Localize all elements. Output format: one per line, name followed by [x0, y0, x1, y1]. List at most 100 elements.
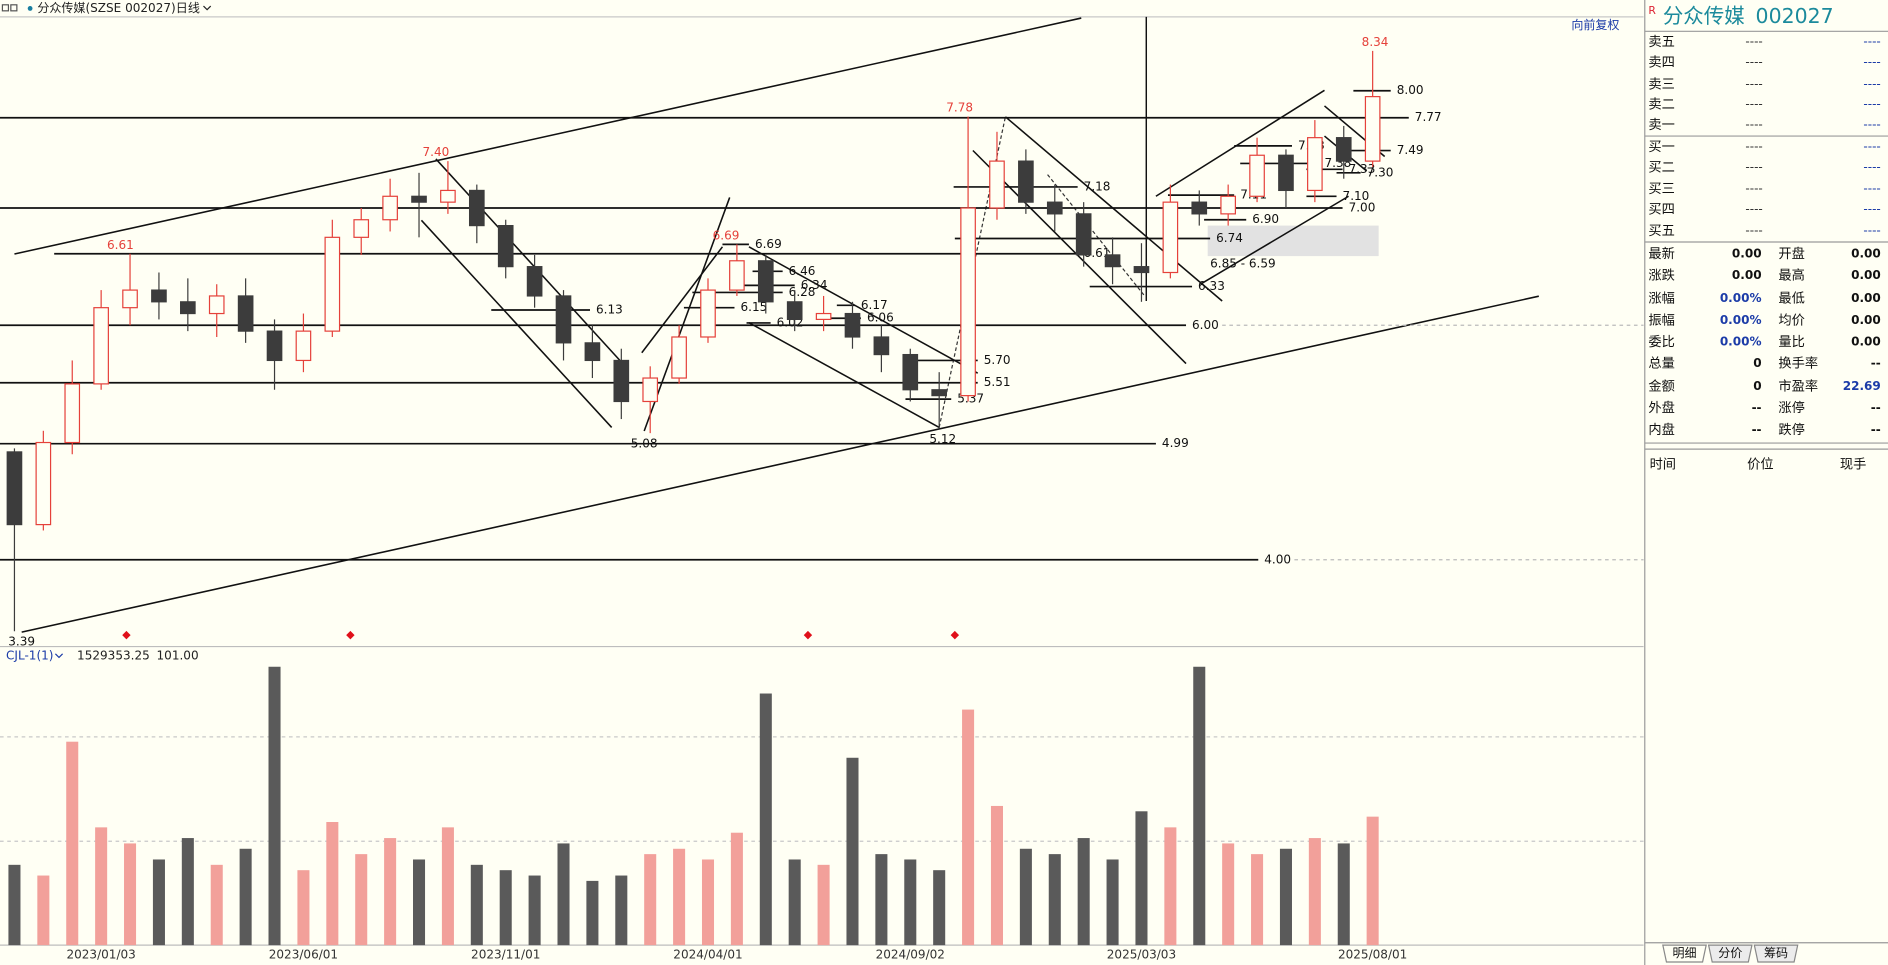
volume-bar: [239, 848, 252, 946]
stat-label: 涨停: [1778, 399, 1804, 416]
candle-body: [584, 342, 601, 362]
icon[interactable]: [10, 4, 18, 12]
tab[interactable]: [1662, 944, 1707, 963]
trend-line: [14, 17, 1082, 255]
trades-header: 时间: [1650, 457, 1676, 473]
stat-value: --: [1752, 422, 1762, 436]
volume-bar: [326, 822, 339, 946]
order-price: ----: [1745, 35, 1762, 49]
adjust-mode[interactable]: 向前复权: [1571, 17, 1619, 32]
candle-body: [1220, 195, 1236, 215]
x-tick-label: 2025/08/01: [1338, 947, 1407, 961]
volume-bar: [66, 741, 79, 946]
candle-body: [151, 289, 167, 303]
symbol: 分众传媒(SZSE 002027): [37, 0, 175, 15]
candle-body: [208, 295, 225, 315]
level-label: 7.77: [1415, 110, 1442, 124]
volume-bar: [1251, 854, 1264, 946]
level-label: 5.51: [984, 375, 1011, 389]
stat-label: 最低: [1778, 291, 1804, 307]
signal-marker: [346, 630, 355, 640]
candle-body: [1104, 254, 1121, 268]
candle-body: [237, 295, 254, 332]
volume-bar: [441, 827, 454, 946]
candle-body: [497, 224, 514, 268]
stat-value: 0.00%: [1720, 334, 1762, 348]
stat-value: 0: [1753, 356, 1761, 370]
volume-bar: [413, 859, 426, 946]
level-label: 6.90: [1252, 212, 1279, 226]
candle-body: [526, 266, 543, 297]
volume-bar: [817, 864, 830, 946]
candle-body: [844, 312, 861, 338]
stat-value: 0.00%: [1720, 313, 1762, 327]
order-label: 买五: [1648, 223, 1674, 239]
x-tick-label: 2023/01/03: [66, 947, 135, 961]
order-label: 卖四: [1648, 55, 1674, 71]
tab-label[interactable]: 筹码: [1764, 946, 1788, 960]
trend-line: [21, 295, 1539, 633]
volume-bar: [297, 870, 310, 946]
tab[interactable]: [1753, 944, 1799, 963]
volume-bar: [730, 832, 743, 946]
stat-value: 0.00: [1732, 247, 1762, 261]
level-label: 4.99: [1162, 436, 1189, 450]
candle-body: [1249, 154, 1265, 197]
volume-bar: [904, 859, 917, 946]
candle-body: [1046, 201, 1063, 215]
candle-body: [1075, 213, 1092, 256]
level-label: 6.34: [801, 278, 828, 292]
extreme-label: 3.39: [8, 635, 35, 649]
level-label: 6.06: [867, 311, 894, 325]
stat-label: 跌停: [1778, 421, 1804, 438]
volume-bar: [152, 859, 165, 946]
volume-bar: [875, 854, 888, 946]
candle-body: [671, 336, 687, 379]
volume-bar: [788, 859, 801, 946]
order-label: 卖一: [1648, 117, 1674, 133]
tab-label[interactable]: 分价: [1718, 946, 1742, 960]
stat-label: 涨幅: [1648, 291, 1674, 307]
indicator-name[interactable]: CJL-1(1): [6, 649, 53, 663]
order-price: ----: [1745, 182, 1762, 196]
volume-bar: [644, 854, 657, 946]
stock-code: 002027: [1756, 4, 1834, 28]
stat-label: 换手率: [1778, 355, 1818, 372]
signal-marker: [122, 630, 131, 640]
tab[interactable]: [1707, 944, 1753, 963]
level-label: 6.46: [789, 264, 816, 278]
order-price: ----: [1745, 139, 1762, 153]
candle-body: [902, 353, 919, 391]
stat-label: 外盘: [1648, 399, 1674, 416]
order-label: 买三: [1648, 181, 1674, 197]
order-volume: ----: [1863, 35, 1880, 49]
trend-line: [1200, 195, 1349, 285]
volume-bar: [268, 666, 281, 946]
dropdown-arrow[interactable]: [203, 5, 212, 11]
dropdown-arrow[interactable]: [54, 653, 64, 659]
candle-body: [1191, 201, 1208, 215]
tab-label[interactable]: 明细: [1672, 946, 1696, 960]
stat-label: 最新: [1648, 246, 1674, 262]
volume-bar: [384, 838, 397, 946]
level-label: 6.15: [741, 300, 768, 314]
candle-body: [700, 289, 716, 338]
level-label: 8.00: [1397, 83, 1424, 97]
icon[interactable]: [1, 4, 10, 12]
volume-bar: [1279, 848, 1292, 946]
level-label: 7.00: [1349, 201, 1376, 215]
order-volume: ----: [1863, 77, 1880, 91]
order-label: 卖二: [1648, 97, 1674, 113]
trend-line: [1155, 89, 1325, 197]
volume-bar: [1019, 848, 1032, 946]
candle-body: [873, 336, 890, 356]
order-price: ----: [1745, 97, 1762, 111]
volume-bar: [673, 848, 686, 946]
candle-body: [815, 312, 832, 321]
candle-body: [555, 295, 572, 344]
period-select[interactable]: 日线: [176, 1, 200, 15]
candle-body: [382, 195, 398, 221]
level-label: 6.17: [861, 298, 888, 312]
candle-body: [353, 219, 370, 238]
